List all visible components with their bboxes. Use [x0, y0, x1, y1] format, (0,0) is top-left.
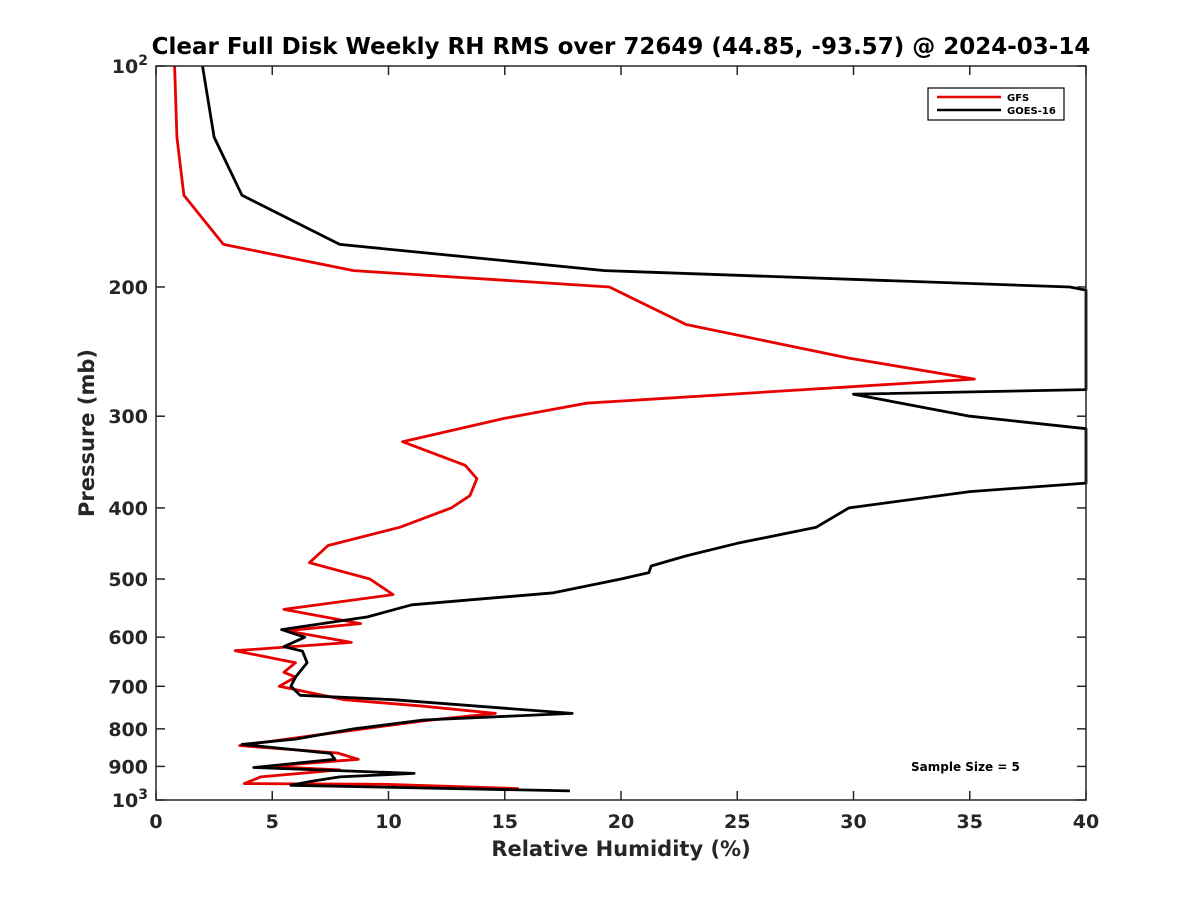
y-tick-label: 102	[112, 53, 148, 78]
legend-box	[927, 87, 1065, 121]
x-tick-label: 10	[375, 811, 401, 833]
x-axis-label: Relative Humidity (%)	[491, 837, 750, 861]
y-tick-label: 500	[108, 569, 148, 591]
y-axis: 102 200 300 400 500 600 700 800 900 103	[108, 53, 1086, 812]
x-tick-label: 25	[724, 811, 750, 833]
x-tick-label: 30	[840, 811, 866, 833]
y-tick-label: 300	[108, 406, 148, 428]
y-tick-label: 400	[108, 498, 148, 520]
x-tick-label: 40	[1073, 811, 1099, 833]
x-tick-label: 35	[957, 811, 983, 833]
y-axis-label: Pressure (mb)	[75, 349, 99, 517]
chart-title: Clear Full Disk Weekly RH RMS over 72649…	[152, 34, 1091, 60]
series-line-goes16	[201, 65, 1088, 793]
x-tick-label: 15	[492, 811, 518, 833]
x-tick-label: 0	[149, 811, 162, 833]
y-tick-label: 700	[108, 676, 148, 698]
y-tick-label: 600	[108, 627, 148, 649]
legend-label-gfs: GFS	[1007, 93, 1029, 104]
y-tick-label: 800	[108, 719, 148, 741]
y-tick-label: 200	[108, 277, 148, 299]
sample-size-annotation: Sample Size = 5	[911, 760, 1020, 774]
x-axis: 0 5 10 15 20 25 30 35 40	[149, 66, 1099, 833]
y-tick-label: 103	[112, 787, 148, 812]
series-layer	[173, 65, 1088, 793]
legend: GFS GOES-16	[927, 87, 1065, 121]
x-tick-label: 20	[608, 811, 634, 833]
y-tick-label: 900	[108, 756, 148, 778]
x-tick-label: 5	[266, 811, 279, 833]
legend-label-goes16: GOES-16	[1007, 106, 1056, 117]
